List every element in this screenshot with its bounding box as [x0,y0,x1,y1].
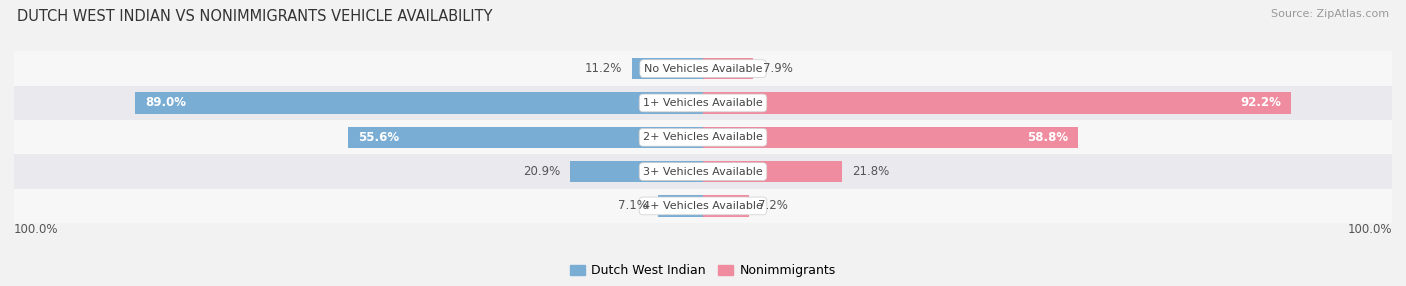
Text: 4+ Vehicles Available: 4+ Vehicles Available [643,201,763,211]
Text: 89.0%: 89.0% [145,96,186,110]
Text: DUTCH WEST INDIAN VS NONIMMIGRANTS VEHICLE AVAILABILITY: DUTCH WEST INDIAN VS NONIMMIGRANTS VEHIC… [17,9,492,23]
Text: 2+ Vehicles Available: 2+ Vehicles Available [643,132,763,142]
Bar [703,92,1291,114]
Bar [569,161,703,182]
Text: 58.8%: 58.8% [1028,131,1069,144]
Text: 55.6%: 55.6% [359,131,399,144]
Bar [14,51,1392,86]
Bar [703,161,842,182]
Text: 100.0%: 100.0% [14,223,59,236]
Bar [14,120,1392,154]
Bar [703,58,754,79]
Bar [349,127,703,148]
Bar [631,58,703,79]
Text: 7.9%: 7.9% [763,62,793,75]
Bar [703,127,1078,148]
Legend: Dutch West Indian, Nonimmigrants: Dutch West Indian, Nonimmigrants [565,259,841,282]
Text: 3+ Vehicles Available: 3+ Vehicles Available [643,167,763,176]
Bar [658,195,703,217]
Text: 7.2%: 7.2% [758,199,789,212]
Bar [14,86,1392,120]
Bar [14,154,1392,189]
Text: 100.0%: 100.0% [1347,223,1392,236]
Bar [703,195,749,217]
Text: 92.2%: 92.2% [1240,96,1282,110]
Text: No Vehicles Available: No Vehicles Available [644,64,762,74]
Text: 1+ Vehicles Available: 1+ Vehicles Available [643,98,763,108]
Text: 21.8%: 21.8% [852,165,889,178]
Text: 7.1%: 7.1% [619,199,648,212]
Text: 11.2%: 11.2% [585,62,621,75]
Bar [14,189,1392,223]
Bar [135,92,703,114]
Text: 20.9%: 20.9% [523,165,560,178]
Text: Source: ZipAtlas.com: Source: ZipAtlas.com [1271,9,1389,19]
